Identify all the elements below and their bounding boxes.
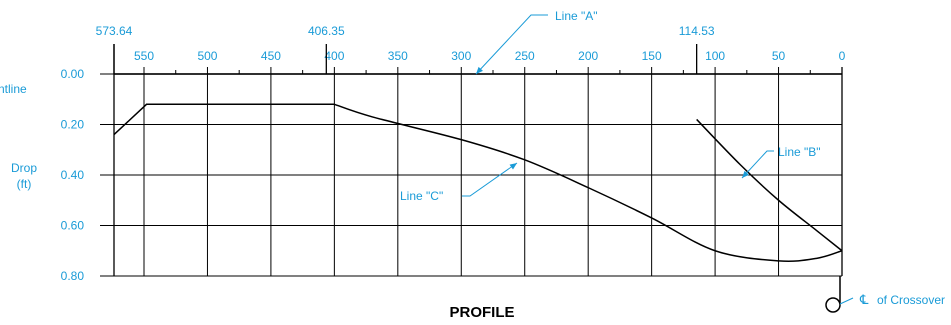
x-tick-label: 200 bbox=[578, 49, 598, 63]
y-tick-label: 0.20 bbox=[61, 118, 85, 132]
station-label: 406.35 bbox=[308, 24, 345, 38]
line-b-leader bbox=[741, 150, 774, 179]
callouts: Line "A" Line "B" Line "C" bbox=[400, 9, 821, 203]
y-tick-label: 0.60 bbox=[61, 219, 85, 233]
line-b-arrowhead bbox=[742, 170, 749, 178]
line-a-leader bbox=[475, 14, 548, 75]
station-label: 114.53 bbox=[679, 24, 715, 38]
y-axis-label-line2: (ft) bbox=[17, 177, 32, 191]
chart-title: PROFILE bbox=[449, 304, 514, 320]
x-tick-label: 50 bbox=[772, 49, 786, 63]
x-tick-label: 450 bbox=[261, 49, 281, 63]
series bbox=[113, 73, 843, 262]
x-tick-label: 550 bbox=[134, 49, 154, 63]
centerline-symbol: ℄ bbox=[859, 292, 869, 307]
y-tick-label: 0.80 bbox=[61, 269, 85, 283]
crossover-marker: ℄ of Crossover bbox=[825, 276, 945, 313]
x-tick-label: 500 bbox=[197, 49, 217, 63]
series-linec bbox=[113, 103, 843, 262]
axes: 550 500 450 400 350 300 250 200 150 100 50 00.000.2… bbox=[61, 24, 846, 283]
x-tick-label: 150 bbox=[642, 49, 662, 63]
x-tick-label: 100 bbox=[705, 49, 725, 63]
station-label: 573.64 bbox=[96, 24, 133, 38]
y-tick-label: 0.00 bbox=[61, 67, 85, 81]
line-c-arrowhead bbox=[509, 163, 517, 170]
line-b-label: Line "B" bbox=[778, 145, 821, 159]
line-a-label: Line "A" bbox=[555, 9, 598, 23]
x-tick-label: 350 bbox=[388, 49, 408, 63]
crossover-label: of Crossover bbox=[877, 293, 945, 307]
y-tick-label: 0.40 bbox=[61, 168, 85, 182]
y-axis-label-line1: Drop bbox=[11, 161, 37, 175]
series-lineb bbox=[696, 118, 843, 252]
line-c-label: Line "C" bbox=[400, 189, 443, 203]
line-a-arrowhead bbox=[476, 66, 483, 74]
x-tick-label: 400 bbox=[324, 49, 344, 63]
x-tick-label: 250 bbox=[515, 49, 535, 63]
y-axis-partial-label: ntline bbox=[0, 82, 27, 96]
x-tick-label: 300 bbox=[451, 49, 471, 63]
line-c-leader bbox=[462, 162, 518, 197]
x-tick-label: 0 bbox=[839, 49, 846, 63]
